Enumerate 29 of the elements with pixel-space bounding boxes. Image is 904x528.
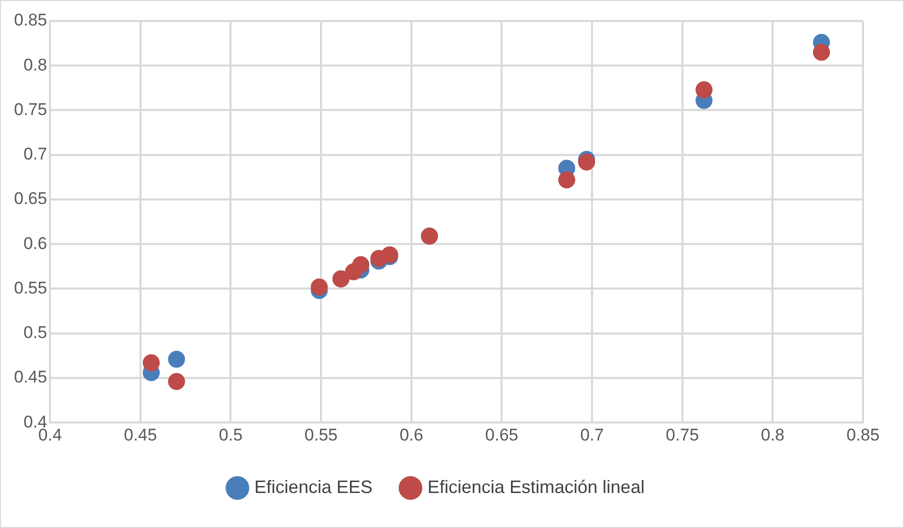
point: [352, 256, 370, 274]
y-tick-label: 0.75: [14, 100, 48, 119]
point: [558, 171, 576, 188]
legend-label: Eficiencia Estimación lineal: [427, 476, 645, 497]
y-tick-label: 0.55: [14, 278, 48, 298]
point: [142, 354, 160, 372]
y-tick-label: 0.65: [14, 189, 48, 208]
y-tick-label: 0.7: [23, 144, 48, 164]
point: [696, 81, 713, 98]
x-tick-label: 0.65: [485, 425, 518, 444]
x-tick-label: 0.55: [304, 425, 338, 444]
point: [168, 373, 186, 390]
x-tick-label: 0.85: [846, 425, 880, 444]
y-tick-label: 0.6: [23, 234, 48, 253]
y-tick-label: 0.45: [14, 368, 48, 387]
x-tick-label: 0.7: [580, 425, 604, 444]
x-tick-label: 0.75: [666, 425, 699, 444]
point: [578, 154, 596, 171]
x-tick-label: 0.45: [124, 425, 157, 444]
point: [812, 44, 830, 61]
y-tick-label: 0.85: [14, 10, 48, 30]
x-tick-label: 0.5: [218, 425, 243, 444]
x-tick-label: 0.8: [760, 425, 784, 444]
x-tick-label: 0.6: [400, 425, 424, 444]
point: [168, 350, 186, 368]
y-tick-label: 0.8: [23, 55, 48, 74]
y-tick-label: 0.5: [23, 323, 48, 342]
legend-label: Eficiencia EES: [254, 476, 372, 497]
point: [310, 278, 328, 296]
